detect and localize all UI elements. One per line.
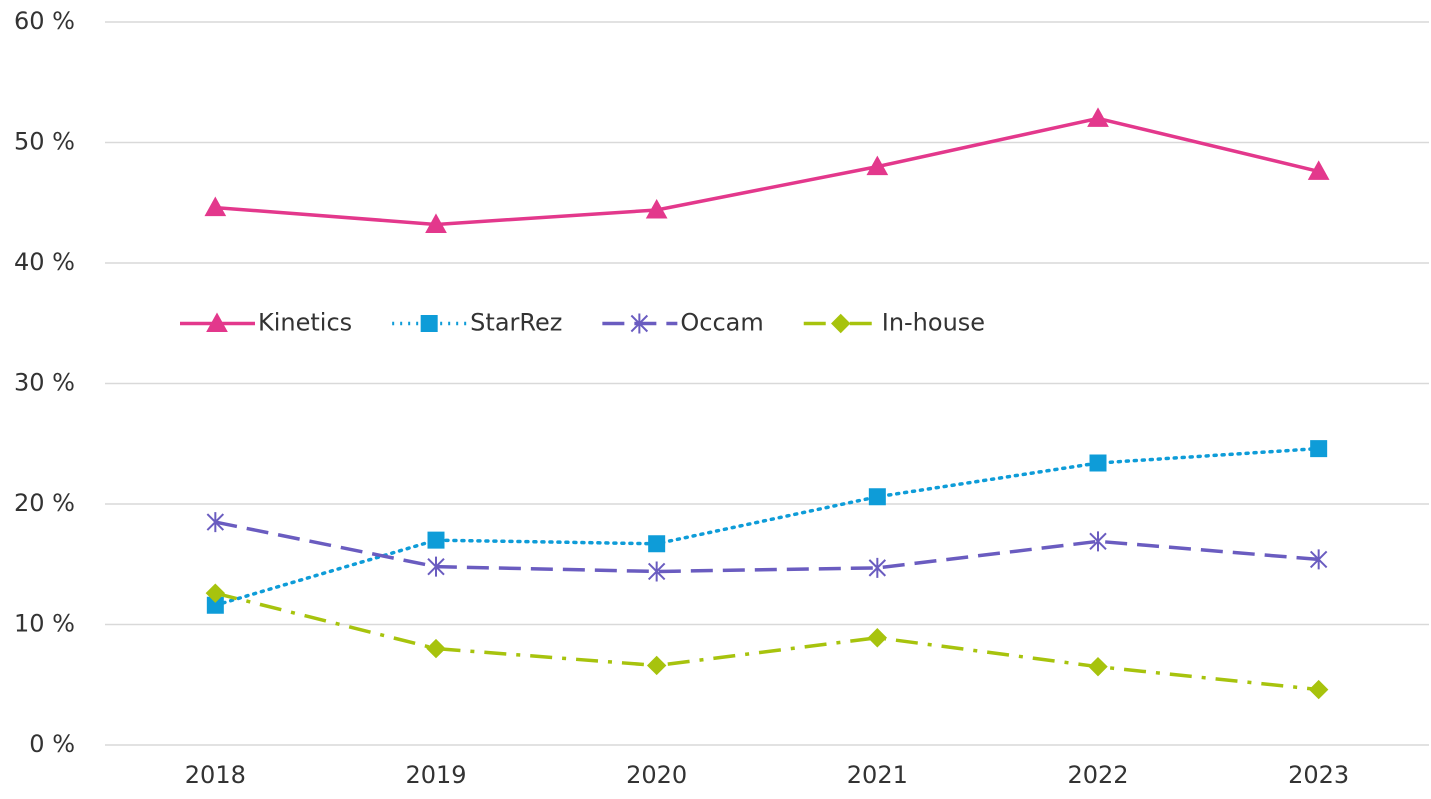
marker [648, 535, 666, 553]
y-tick-label: 0 % [29, 730, 75, 758]
marker [1088, 656, 1108, 677]
marker [867, 628, 888, 648]
marker [1307, 160, 1330, 180]
x-tick-label: 2018 [185, 761, 246, 789]
x-tick-label: 2019 [405, 761, 466, 789]
y-tick-label: 30 % [14, 369, 75, 397]
marker [1309, 549, 1328, 570]
legend-marker [420, 315, 438, 332]
legend-label: Kinetics [258, 309, 352, 337]
legend-marker [630, 313, 649, 334]
legend-label: Occam [680, 309, 763, 337]
marker [866, 155, 889, 176]
legend-label: StarRez [470, 309, 562, 337]
series-line [214, 520, 1319, 574]
marker [206, 512, 225, 533]
marker [868, 488, 886, 506]
y-tick-label: 60 % [14, 7, 75, 35]
legend-marker [206, 312, 228, 332]
marker [645, 198, 668, 219]
marker [868, 557, 887, 578]
y-tick-label: 40 % [14, 248, 75, 276]
marker [646, 655, 667, 676]
x-tick-label: 2022 [1067, 761, 1128, 789]
marker [425, 213, 447, 233]
y-tick-label: 50 % [14, 128, 75, 156]
x-tick-label: 2020 [626, 761, 687, 789]
marker [205, 583, 226, 603]
marker [427, 556, 445, 577]
marker [1089, 454, 1107, 472]
legend-label: In-house [882, 309, 985, 337]
marker [204, 196, 227, 217]
series-line [213, 446, 1321, 607]
legend-marker [831, 313, 851, 334]
x-tick-label: 2021 [847, 761, 908, 789]
series-line [214, 591, 1319, 692]
marker [1308, 679, 1329, 700]
marker [1310, 440, 1328, 458]
marker [647, 561, 666, 582]
marker [1089, 531, 1107, 552]
marker [1087, 107, 1109, 127]
y-tick-label: 10 % [14, 610, 75, 638]
marker [427, 531, 445, 549]
x-tick-label: 2023 [1288, 761, 1349, 789]
y-tick-label: 20 % [14, 489, 75, 517]
series-line [215, 116, 1320, 227]
marker [426, 638, 446, 659]
